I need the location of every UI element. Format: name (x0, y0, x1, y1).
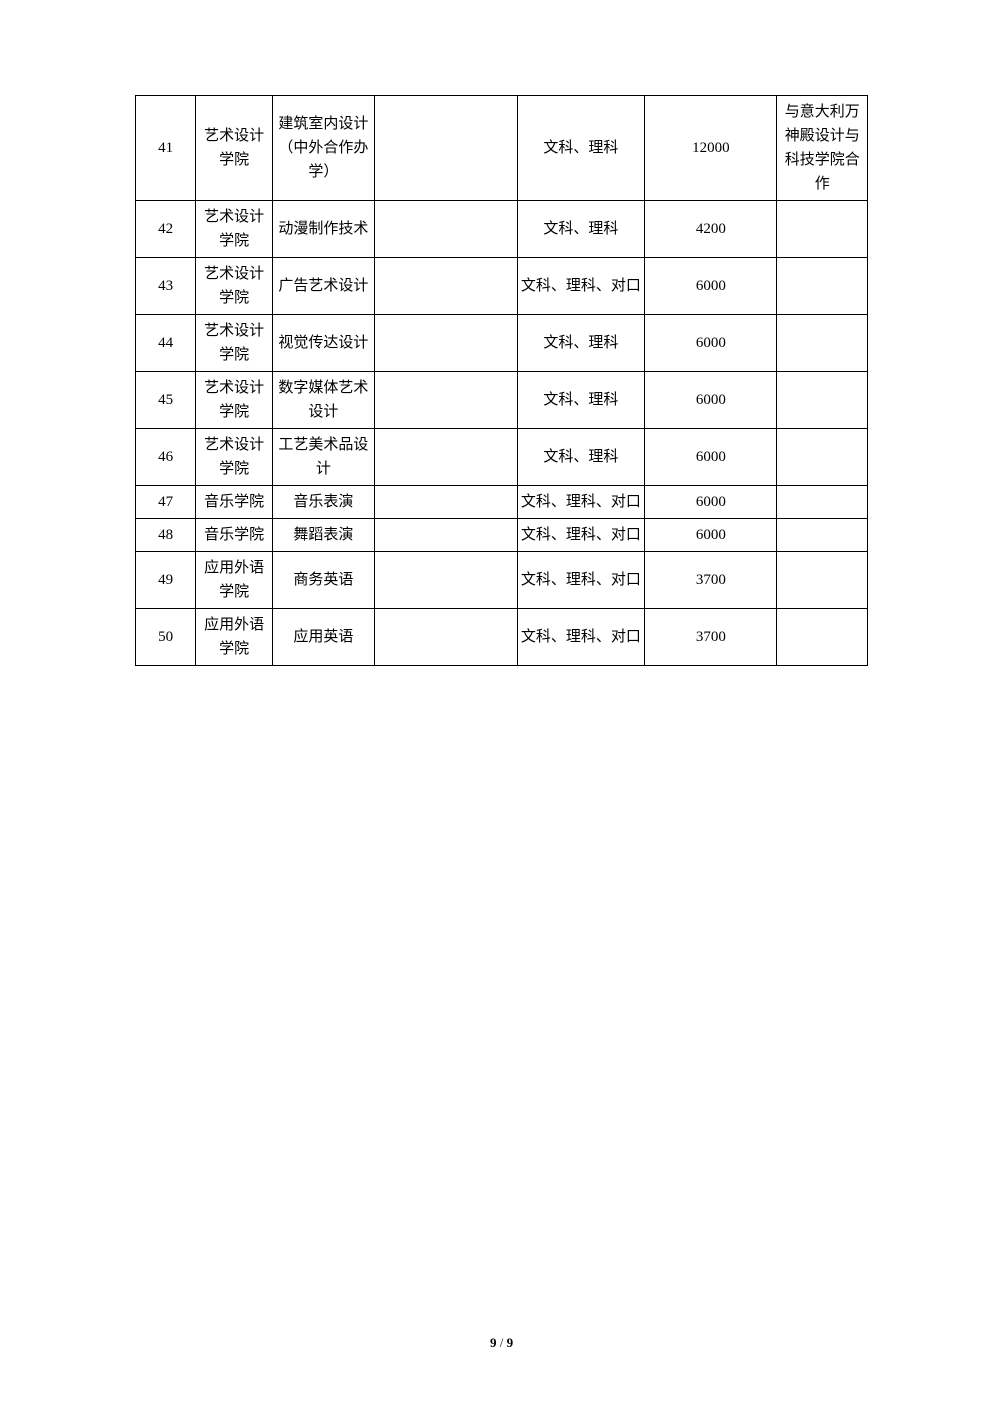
table-row: 41 艺术设计学院 建筑室内设计（中外合作办学） 文科、理科 12000 与意大… (136, 96, 868, 201)
table-body: 41 艺术设计学院 建筑室内设计（中外合作办学） 文科、理科 12000 与意大… (136, 96, 868, 666)
page-total: 9 (507, 1335, 514, 1350)
cell-note (777, 372, 868, 429)
cell-subject: 文科、理科 (517, 372, 645, 429)
cell-subject: 文科、理科 (517, 96, 645, 201)
cell-fee: 12000 (645, 96, 777, 201)
cell-subject: 文科、理科 (517, 429, 645, 486)
cell-empty (374, 552, 517, 609)
cell-num: 43 (136, 258, 196, 315)
cell-empty (374, 258, 517, 315)
cell-subject: 文科、理科 (517, 201, 645, 258)
cell-fee: 4200 (645, 201, 777, 258)
cell-subject: 文科、理科、对口 (517, 609, 645, 666)
table-row: 43 艺术设计学院 广告艺术设计 文科、理科、对口 6000 (136, 258, 868, 315)
page-separator: / (496, 1335, 506, 1350)
cell-fee: 6000 (645, 429, 777, 486)
cell-college: 应用外语学院 (196, 552, 273, 609)
cell-note (777, 486, 868, 519)
cell-empty (374, 609, 517, 666)
cell-note (777, 519, 868, 552)
cell-note: 与意大利万神殿设计与科技学院合作 (777, 96, 868, 201)
table-row: 48 音乐学院 舞蹈表演 文科、理科、对口 6000 (136, 519, 868, 552)
cell-num: 49 (136, 552, 196, 609)
cell-subject: 文科、理科 (517, 315, 645, 372)
cell-college: 艺术设计学院 (196, 201, 273, 258)
cell-subject: 文科、理科、对口 (517, 519, 645, 552)
cell-empty (374, 201, 517, 258)
cell-empty (374, 429, 517, 486)
cell-fee: 3700 (645, 609, 777, 666)
cell-empty (374, 96, 517, 201)
cell-note (777, 315, 868, 372)
cell-note (777, 258, 868, 315)
cell-num: 47 (136, 486, 196, 519)
cell-num: 44 (136, 315, 196, 372)
cell-note (777, 609, 868, 666)
cell-college: 艺术设计学院 (196, 258, 273, 315)
cell-num: 48 (136, 519, 196, 552)
cell-major: 工艺美术品设计 (272, 429, 374, 486)
cell-major: 建筑室内设计（中外合作办学） (272, 96, 374, 201)
cell-college: 艺术设计学院 (196, 315, 273, 372)
cell-num: 46 (136, 429, 196, 486)
cell-fee: 6000 (645, 372, 777, 429)
cell-empty (374, 519, 517, 552)
cell-fee: 3700 (645, 552, 777, 609)
cell-subject: 文科、理科、对口 (517, 258, 645, 315)
table-row: 49 应用外语学院 商务英语 文科、理科、对口 3700 (136, 552, 868, 609)
table-row: 46 艺术设计学院 工艺美术品设计 文科、理科 6000 (136, 429, 868, 486)
cell-college: 艺术设计学院 (196, 96, 273, 201)
cell-fee: 6000 (645, 258, 777, 315)
cell-major: 广告艺术设计 (272, 258, 374, 315)
cell-num: 41 (136, 96, 196, 201)
cell-num: 50 (136, 609, 196, 666)
cell-fee: 6000 (645, 486, 777, 519)
cell-empty (374, 486, 517, 519)
page-footer: 9 / 9 (0, 1335, 1003, 1351)
data-table: 41 艺术设计学院 建筑室内设计（中外合作办学） 文科、理科 12000 与意大… (135, 95, 868, 666)
cell-subject: 文科、理科、对口 (517, 486, 645, 519)
cell-college: 艺术设计学院 (196, 372, 273, 429)
table-row: 47 音乐学院 音乐表演 文科、理科、对口 6000 (136, 486, 868, 519)
cell-major: 数字媒体艺术设计 (272, 372, 374, 429)
cell-college: 音乐学院 (196, 519, 273, 552)
cell-num: 45 (136, 372, 196, 429)
cell-num: 42 (136, 201, 196, 258)
cell-major: 舞蹈表演 (272, 519, 374, 552)
cell-major: 应用英语 (272, 609, 374, 666)
cell-subject: 文科、理科、对口 (517, 552, 645, 609)
table-row: 45 艺术设计学院 数字媒体艺术设计 文科、理科 6000 (136, 372, 868, 429)
page-container: 41 艺术设计学院 建筑室内设计（中外合作办学） 文科、理科 12000 与意大… (0, 0, 1003, 1419)
cell-note (777, 552, 868, 609)
cell-empty (374, 372, 517, 429)
cell-note (777, 201, 868, 258)
cell-fee: 6000 (645, 315, 777, 372)
table-row: 44 艺术设计学院 视觉传达设计 文科、理科 6000 (136, 315, 868, 372)
cell-major: 音乐表演 (272, 486, 374, 519)
cell-major: 商务英语 (272, 552, 374, 609)
cell-major: 动漫制作技术 (272, 201, 374, 258)
cell-note (777, 429, 868, 486)
table-row: 42 艺术设计学院 动漫制作技术 文科、理科 4200 (136, 201, 868, 258)
table-row: 50 应用外语学院 应用英语 文科、理科、对口 3700 (136, 609, 868, 666)
cell-college: 艺术设计学院 (196, 429, 273, 486)
cell-college: 应用外语学院 (196, 609, 273, 666)
cell-empty (374, 315, 517, 372)
cell-major: 视觉传达设计 (272, 315, 374, 372)
cell-fee: 6000 (645, 519, 777, 552)
cell-college: 音乐学院 (196, 486, 273, 519)
